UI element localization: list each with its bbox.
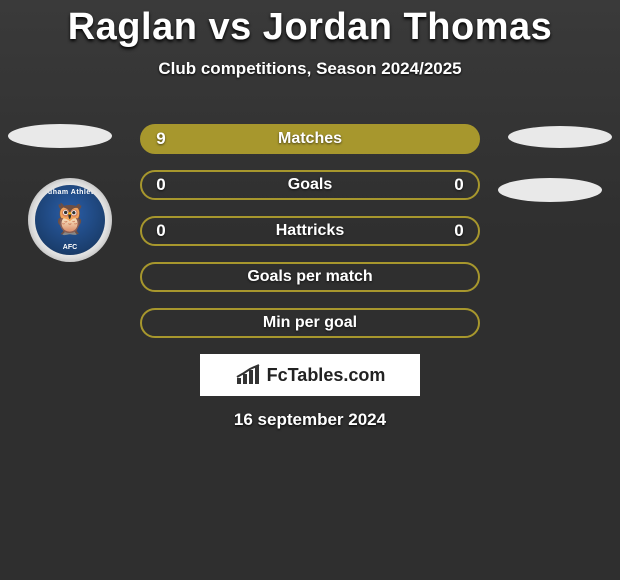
stat-value-right: 0 xyxy=(444,172,474,198)
player-photo-placeholder-right-2 xyxy=(498,178,602,202)
source-logo-text: FcTables.com xyxy=(267,365,386,386)
stat-value-left: 9 xyxy=(146,126,176,152)
crest-top-text: Oldham Athletic xyxy=(35,189,105,196)
stat-label: Goals per match xyxy=(247,268,372,285)
stat-value-left: 0 xyxy=(146,172,176,198)
stat-label: Hattricks xyxy=(276,222,344,239)
stat-label: Min per goal xyxy=(263,314,357,331)
stat-value-right: 0 xyxy=(444,218,474,244)
source-logo: FcTables.com xyxy=(200,354,420,396)
stat-value-left: 0 xyxy=(146,218,176,244)
comparison-card: Raglan vs Jordan Thomas Club competition… xyxy=(0,0,620,580)
owl-icon: 🦉 xyxy=(51,205,88,235)
stat-row-goals-per-match: Goals per match xyxy=(140,262,480,292)
page-title: Raglan vs Jordan Thomas xyxy=(0,0,620,49)
update-date: 16 september 2024 xyxy=(0,410,620,430)
player-photo-placeholder-right-1 xyxy=(508,126,612,148)
page-subtitle: Club competitions, Season 2024/2025 xyxy=(0,59,620,79)
player-photo-placeholder-left xyxy=(8,124,112,148)
club-crest-inner: Oldham Athletic 🦉 AFC xyxy=(35,185,105,255)
stat-label: Goals xyxy=(288,176,332,193)
stat-row-hattricks: Hattricks 0 0 xyxy=(140,216,480,246)
bar-chart-icon xyxy=(235,364,263,386)
crest-bottom-text: AFC xyxy=(35,244,105,251)
stat-label: Matches xyxy=(278,130,342,147)
stat-row-matches: Matches 9 xyxy=(140,124,480,154)
stat-row-goals: Goals 0 0 xyxy=(140,170,480,200)
stat-row-min-per-goal: Min per goal xyxy=(140,308,480,338)
club-crest-left: Oldham Athletic 🦉 AFC xyxy=(28,178,112,262)
